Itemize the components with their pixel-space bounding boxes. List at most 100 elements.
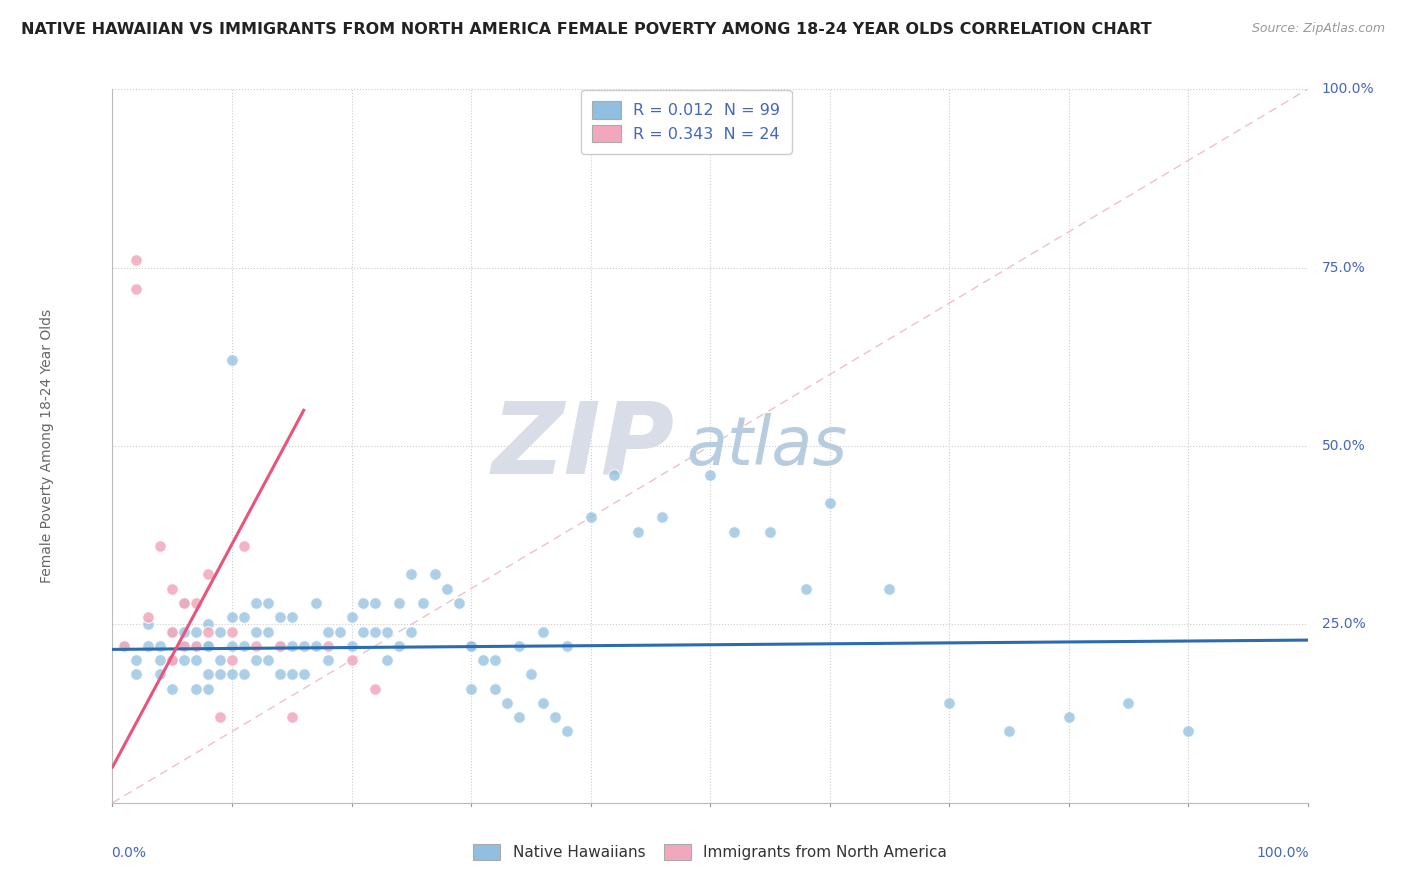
Point: [221, 624, 243, 639]
Point: [138, 610, 160, 624]
Point: [138, 617, 160, 632]
Point: [197, 624, 219, 639]
Point: [340, 639, 363, 653]
Point: [364, 596, 387, 610]
Point: [555, 639, 578, 653]
Point: [412, 596, 434, 610]
Point: [186, 596, 208, 610]
Point: [1057, 710, 1080, 724]
Point: [316, 653, 339, 667]
Text: 75.0%: 75.0%: [1322, 260, 1365, 275]
Point: [114, 639, 135, 653]
Point: [818, 496, 841, 510]
Point: [316, 624, 339, 639]
Point: [281, 710, 304, 724]
Point: [531, 696, 554, 710]
Point: [269, 667, 291, 681]
Point: [269, 639, 291, 653]
Point: [186, 639, 208, 653]
Point: [209, 624, 232, 639]
Point: [125, 282, 148, 296]
Point: [221, 610, 243, 624]
Point: [125, 653, 148, 667]
Point: [114, 639, 135, 653]
Point: [401, 567, 423, 582]
Point: [460, 639, 482, 653]
Point: [364, 624, 387, 639]
Point: [149, 653, 172, 667]
Point: [340, 653, 363, 667]
Point: [699, 467, 721, 482]
Point: [257, 624, 280, 639]
Point: [233, 610, 256, 624]
Point: [352, 596, 374, 610]
Point: [723, 524, 745, 539]
Point: [221, 639, 243, 653]
Point: [329, 624, 352, 639]
Point: [162, 624, 183, 639]
Point: [125, 253, 148, 268]
Point: [340, 610, 363, 624]
Point: [197, 639, 219, 653]
Point: [173, 596, 195, 610]
Point: [292, 639, 315, 653]
Point: [520, 667, 543, 681]
Point: [149, 667, 172, 681]
Point: [1118, 696, 1140, 710]
Point: [186, 681, 208, 696]
Point: [508, 710, 530, 724]
Point: [292, 667, 315, 681]
Point: [162, 681, 183, 696]
Point: [245, 639, 267, 653]
Point: [138, 639, 160, 653]
Point: [149, 539, 172, 553]
Point: [197, 617, 219, 632]
Point: [543, 710, 565, 724]
Point: [377, 624, 399, 639]
Point: [233, 667, 256, 681]
Point: [173, 653, 195, 667]
Point: [388, 596, 411, 610]
Point: [233, 539, 256, 553]
Point: [209, 653, 232, 667]
Point: [245, 653, 267, 667]
Text: NATIVE HAWAIIAN VS IMMIGRANTS FROM NORTH AMERICA FEMALE POVERTY AMONG 18-24 YEAR: NATIVE HAWAIIAN VS IMMIGRANTS FROM NORTH…: [21, 22, 1152, 37]
Point: [186, 639, 208, 653]
Point: [794, 582, 817, 596]
Point: [197, 639, 219, 653]
Point: [484, 681, 506, 696]
Text: ZIP: ZIP: [491, 398, 675, 494]
Text: 100.0%: 100.0%: [1256, 846, 1309, 860]
Point: [221, 653, 243, 667]
Point: [186, 653, 208, 667]
Point: [1177, 724, 1199, 739]
Point: [197, 667, 219, 681]
Text: 100.0%: 100.0%: [1322, 82, 1375, 96]
Point: [401, 624, 423, 639]
Point: [460, 681, 482, 696]
Point: [125, 667, 148, 681]
Point: [197, 681, 219, 696]
Point: [269, 610, 291, 624]
Point: [173, 639, 195, 653]
Point: [281, 667, 304, 681]
Point: [173, 639, 195, 653]
Point: [388, 639, 411, 653]
Point: [998, 724, 1021, 739]
Point: [162, 653, 183, 667]
Point: [173, 596, 195, 610]
Point: [496, 696, 519, 710]
Point: [305, 596, 328, 610]
Point: [425, 567, 447, 582]
Point: [472, 653, 495, 667]
Point: [305, 639, 328, 653]
Point: [627, 524, 650, 539]
Text: Female Poverty Among 18-24 Year Olds: Female Poverty Among 18-24 Year Olds: [39, 309, 53, 583]
Point: [460, 639, 482, 653]
Point: [484, 653, 506, 667]
Point: [508, 639, 530, 653]
Point: [221, 667, 243, 681]
Text: 25.0%: 25.0%: [1322, 617, 1365, 632]
Point: [162, 582, 183, 596]
Point: [245, 596, 267, 610]
